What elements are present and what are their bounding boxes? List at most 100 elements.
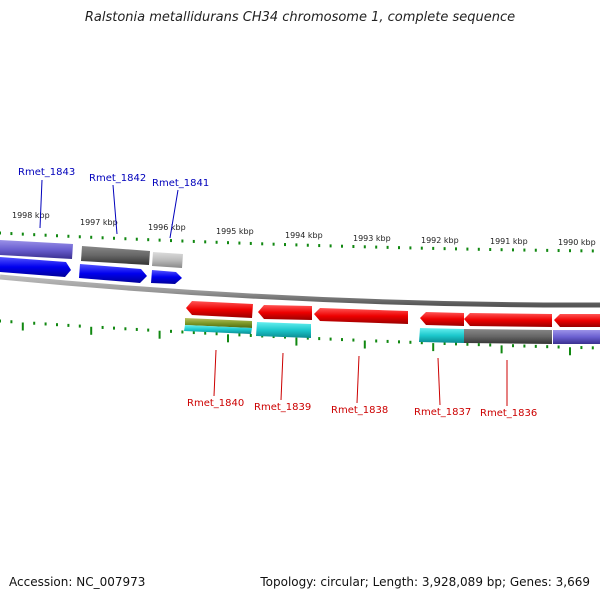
- minor-tick: [33, 233, 36, 237]
- gene-bar-rmet-1839[interactable]: [256, 322, 311, 338]
- forward-gene-labels: [39, 179, 179, 239]
- minor-tick: [101, 325, 104, 329]
- minor-tick: [591, 346, 594, 350]
- minor-tick: [329, 337, 332, 341]
- minor-tick: [341, 244, 343, 248]
- gene-bar-rmet-1843[interactable]: [0, 240, 73, 259]
- minor-tick: [170, 239, 172, 243]
- reverse-feature-track: [184, 301, 600, 344]
- minor-tick: [204, 240, 207, 244]
- cds-arrow-rmet-1842[interactable]: [79, 264, 147, 283]
- minor-tick: [591, 249, 594, 253]
- kbp-label: 1991 kbp: [490, 237, 528, 246]
- minor-tick: [135, 237, 138, 241]
- minor-tick: [238, 241, 241, 245]
- cds-arrow-rmet-1837[interactable]: [420, 312, 464, 326]
- minor-tick: [329, 244, 332, 248]
- kbp-label: 1995 kbp: [216, 227, 254, 236]
- minor-tick: [261, 242, 264, 246]
- minor-tick: [477, 247, 480, 251]
- minor-tick: [386, 339, 389, 343]
- minor-tick: [363, 245, 366, 249]
- gene-bar-rmet-1836[interactable]: [464, 329, 552, 344]
- gene-label-rmet-1839[interactable]: Rmet_1839: [254, 402, 311, 413]
- minor-tick: [101, 236, 104, 240]
- minor-tick: [181, 239, 184, 243]
- cds-arrow-rmet-1836[interactable]: [464, 313, 552, 327]
- minor-tick: [0, 231, 1, 235]
- gene-label-rmet-1838[interactable]: Rmet_1838: [331, 405, 388, 416]
- minor-tick: [113, 326, 115, 330]
- gene-bar-rmet-1840-a[interactable]: [185, 318, 252, 328]
- minor-tick: [67, 234, 70, 238]
- gene-bar-rmet-1841[interactable]: [152, 252, 183, 268]
- minor-tick: [523, 344, 526, 348]
- gene-bar-rmet-1840-b[interactable]: [184, 325, 252, 334]
- kbp-label: 1990 kbp: [558, 238, 596, 247]
- cds-arrow-rmet-1841[interactable]: [151, 270, 182, 284]
- minor-tick: [284, 243, 286, 247]
- gene-label-rmet-1836[interactable]: Rmet_1836: [480, 408, 537, 419]
- leader-line-rmet-1839: [280, 352, 284, 401]
- leader-line-rmet-1838: [356, 355, 360, 404]
- minor-tick: [489, 343, 492, 347]
- major-tick: [158, 330, 161, 339]
- minor-tick: [398, 340, 400, 344]
- major-tick: [21, 322, 24, 331]
- minor-tick: [580, 249, 583, 253]
- minor-tick: [204, 331, 207, 335]
- major-tick: [569, 347, 571, 356]
- minor-tick: [341, 338, 343, 342]
- minor-tick: [306, 336, 309, 340]
- minor-tick: [375, 339, 378, 343]
- minor-tick: [420, 246, 423, 250]
- gene-label-rmet-1841[interactable]: Rmet_1841: [152, 178, 209, 189]
- minor-tick: [170, 329, 172, 333]
- minor-tick: [192, 239, 195, 243]
- minor-tick: [557, 249, 560, 253]
- minor-tick: [306, 243, 309, 247]
- minor-tick: [147, 238, 150, 242]
- leader-line-rmet-1841: [169, 189, 179, 239]
- minor-tick: [352, 245, 355, 249]
- minor-tick: [466, 247, 469, 251]
- gene-bar-rmet-1837[interactable]: [419, 328, 464, 343]
- gene-label-rmet-1843[interactable]: Rmet_1843: [18, 167, 75, 178]
- minor-tick: [534, 248, 537, 252]
- minor-tick: [432, 246, 435, 250]
- minor-tick: [477, 343, 480, 347]
- minor-tick: [409, 246, 412, 250]
- kbp-label: 1996 kbp: [148, 223, 186, 232]
- cds-arrow-rmet-1843[interactable]: [0, 257, 71, 277]
- minor-tick: [569, 249, 571, 253]
- gene-label-rmet-1840[interactable]: Rmet_1840: [187, 398, 244, 409]
- minor-tick: [33, 321, 36, 325]
- map-title: Ralstonia metallidurans CH34 chromosome …: [84, 10, 516, 25]
- kbp-label: 1994 kbp: [285, 231, 323, 240]
- accession-text: Accession: NC_007973: [9, 575, 146, 589]
- lower-tick-track: [0, 319, 594, 356]
- cds-arrow-next: [554, 314, 600, 327]
- minor-tick: [124, 327, 127, 331]
- cds-arrow-rmet-1840[interactable]: [186, 301, 253, 318]
- kbp-labels: 1998 kbp 1997 kbp 1996 kbp 1995 kbp 1994…: [12, 211, 596, 247]
- leader-line-rmet-1842: [112, 184, 118, 235]
- minor-tick: [420, 341, 423, 345]
- leader-line-rmet-1843: [39, 179, 43, 229]
- kbp-label: 1997 kbp: [80, 218, 118, 227]
- minor-tick: [523, 248, 526, 252]
- cds-arrow-rmet-1838[interactable]: [314, 308, 408, 324]
- minor-tick: [375, 245, 378, 249]
- minor-tick: [534, 344, 537, 348]
- cds-arrow-rmet-1839[interactable]: [258, 305, 312, 320]
- minor-tick: [227, 241, 229, 245]
- minor-tick: [352, 338, 355, 342]
- gene-label-rmet-1837[interactable]: Rmet_1837: [414, 407, 471, 418]
- minor-tick: [272, 242, 275, 246]
- minor-tick: [56, 234, 58, 238]
- minor-tick: [0, 319, 1, 323]
- minor-tick: [546, 345, 549, 349]
- gene-label-rmet-1842[interactable]: Rmet_1842: [89, 173, 146, 184]
- gene-bar-rmet-1842[interactable]: [81, 246, 150, 265]
